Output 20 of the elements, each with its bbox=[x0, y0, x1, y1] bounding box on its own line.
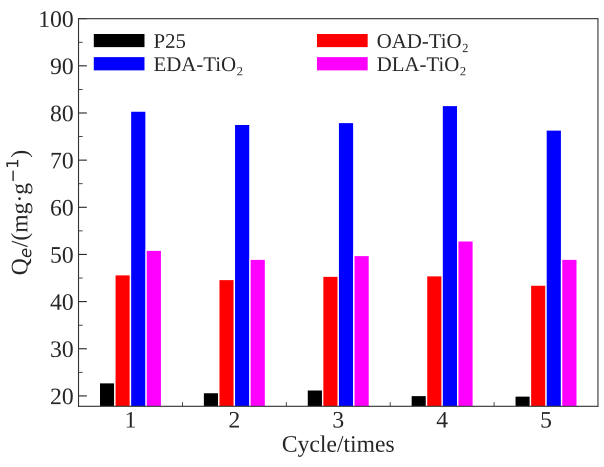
legend-label: P25 bbox=[154, 34, 186, 48]
legend-label: DLA-TiO₂ bbox=[377, 57, 466, 76]
x-tick-label: 2 bbox=[229, 412, 239, 428]
y-tick-label: 60 bbox=[51, 200, 73, 216]
y-axis-title: Q$_{e}$/(mg·g$^{−1}$) bbox=[6, 150, 32, 274]
y-tick-label: 80 bbox=[50, 105, 73, 122]
y-tick-label: 90 bbox=[50, 58, 73, 74]
y-tick-label: 20 bbox=[51, 388, 73, 404]
legend-label: EDA-TiO₂ bbox=[154, 57, 242, 76]
x-axis-title: Cycle/times bbox=[282, 435, 394, 457]
y-tick-label: 30 bbox=[51, 341, 73, 358]
x-tick-label: 3 bbox=[333, 412, 344, 428]
y-tick-label: 100 bbox=[40, 11, 73, 28]
x-tick-label: 1 bbox=[126, 412, 135, 428]
x-tick-label: 5 bbox=[541, 412, 551, 428]
y-tick-label: 70 bbox=[52, 152, 73, 169]
legend-label: OAD-TiO₂ bbox=[378, 34, 468, 52]
y-tick-label: 50 bbox=[51, 246, 73, 263]
y-tick-label: 40 bbox=[50, 294, 73, 310]
x-tick-label: 4 bbox=[436, 412, 448, 428]
